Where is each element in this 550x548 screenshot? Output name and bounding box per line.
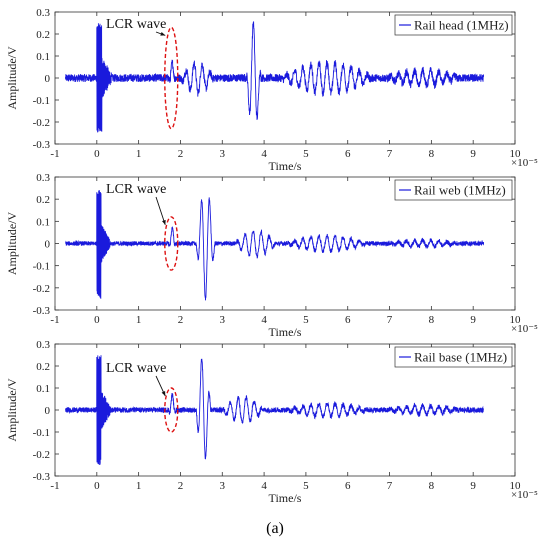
waveform-line [65, 355, 484, 466]
x-tick-label: 3 [220, 314, 226, 326]
y-tick-label: -0.1 [33, 261, 50, 273]
x-tick-label: 7 [387, 314, 393, 326]
lcr-highlight-ellipse [164, 26, 179, 130]
x-tick-label: 6 [345, 314, 351, 326]
y-tick-label: 0.2 [36, 194, 50, 206]
legend-box [394, 346, 513, 368]
x-axis-label: Time/s [269, 491, 302, 505]
x-tick-label: 3 [220, 148, 226, 160]
x-tick-label: 0 [94, 480, 100, 492]
y-tick-label: 0.1 [36, 51, 50, 63]
x-tick-label: 1 [136, 314, 142, 326]
x-tick-label: 0 [94, 148, 100, 160]
legend-label: Rail base (1MHz) [414, 350, 507, 365]
x-tick-label: 1 [136, 480, 142, 492]
x-tick-label: 7 [387, 480, 393, 492]
y-tick-label: 0.3 [36, 339, 50, 351]
y-tick-label: -0.2 [33, 449, 50, 461]
y-tick-label: 0.1 [36, 383, 50, 395]
x-tick-label: 8 [429, 314, 435, 326]
x-tick-label: 9 [470, 480, 476, 492]
x-tick-label: 8 [429, 148, 435, 160]
x-tick-label: 6 [345, 480, 351, 492]
x-tick-label: 10 [510, 314, 522, 326]
y-tick-label: -0.3 [33, 139, 51, 151]
y-tick-label: 0 [45, 73, 51, 85]
y-tick-label: -0.1 [33, 427, 50, 439]
x-tick-label: 4 [261, 480, 267, 492]
lcr-highlight-ellipse [164, 387, 179, 433]
x-tick-label: 4 [261, 148, 267, 160]
x-tick-label: 2 [178, 148, 184, 160]
x-tick-label: -1 [50, 480, 59, 492]
lcr-highlight-ellipse [164, 216, 179, 271]
x-axis-label: Time/s [269, 159, 302, 173]
x-tick-label: 5 [303, 314, 309, 326]
y-tick-label: 0.3 [36, 172, 50, 184]
annotation-arrow [155, 196, 166, 226]
x-tick-label: -1 [50, 314, 59, 326]
x-tick-label: 4 [261, 314, 267, 326]
legend-box [394, 179, 513, 201]
figure-caption: (a) [266, 520, 284, 537]
x-tick-label: 9 [470, 314, 476, 326]
x-tick-label: 5 [303, 148, 309, 160]
x-tick-label: 1 [136, 148, 142, 160]
lcr-wave-annotation: LCR wave [106, 17, 166, 32]
y-axis-label: Amplitude/V [5, 212, 19, 276]
x-tick-label: 2 [178, 480, 184, 492]
y-tick-label: 0.1 [36, 216, 50, 228]
y-axis-label: Amplitude/V [5, 378, 19, 442]
x-tick-label: -1 [50, 148, 59, 160]
x-tick-label: 8 [429, 480, 435, 492]
x-tick-label: 9 [470, 148, 476, 160]
annotation-arrowhead [161, 391, 166, 396]
y-tick-label: -0.1 [33, 95, 50, 107]
x-tick-label: 2 [178, 314, 184, 326]
x-exponent-label: ×10⁻⁵ [511, 489, 538, 501]
y-tick-label: 0.2 [36, 361, 50, 373]
x-exponent-label: ×10⁻⁵ [511, 323, 538, 335]
x-tick-label: 10 [510, 148, 522, 160]
y-tick-label: 0.2 [36, 29, 50, 41]
legend-label: Rail web (1MHz) [414, 183, 506, 198]
y-tick-label: 0 [45, 405, 51, 417]
chart-panel-1: -1 0 1 2 3 4 5 6 7 8 9 10 0.3 0.2 0.1 0 -0.1 -0.2 -0.3 Time… [5, 7, 538, 173]
y-tick-label: -0.2 [33, 117, 50, 129]
legend-box [394, 14, 513, 36]
chart-panel-3: -1 0 1 2 3 4 5 6 7 8 9 10 0.3 0.2 0.1 0 -0.1 -0.2 -0.3 Time… [5, 339, 538, 505]
y-tick-label: 0 [45, 239, 51, 251]
x-tick-label: 6 [345, 148, 351, 160]
waveform-line [65, 21, 485, 133]
x-exponent-label: ×10⁻⁵ [511, 157, 538, 169]
x-tick-label: 0 [94, 314, 100, 326]
y-axis-label: Amplitude/V [5, 46, 19, 110]
x-tick-label: 10 [510, 480, 522, 492]
y-tick-label: 0.3 [36, 7, 50, 19]
y-tick-label: -0.3 [33, 305, 51, 317]
annotation-arrowhead [160, 32, 166, 36]
lcr-wave-annotation: LCR wave [106, 361, 166, 376]
x-tick-label: 5 [303, 480, 309, 492]
x-tick-label: 3 [220, 480, 226, 492]
y-tick-label: -0.2 [33, 283, 50, 295]
waveform-line [65, 190, 485, 301]
annotation-arrowhead [162, 219, 166, 225]
y-tick-label: -0.3 [33, 471, 51, 483]
x-tick-label: 7 [387, 148, 393, 160]
chart-panel-2: -1 0 1 2 3 4 5 6 7 8 9 10 0.3 0.2 0.1 0 -0.1 -0.2 -0.3 Time… [5, 172, 538, 339]
x-axis-label: Time/s [269, 325, 302, 339]
legend-label: Rail head (1MHz) [414, 18, 509, 33]
lcr-wave-annotation: LCR wave [106, 182, 166, 197]
